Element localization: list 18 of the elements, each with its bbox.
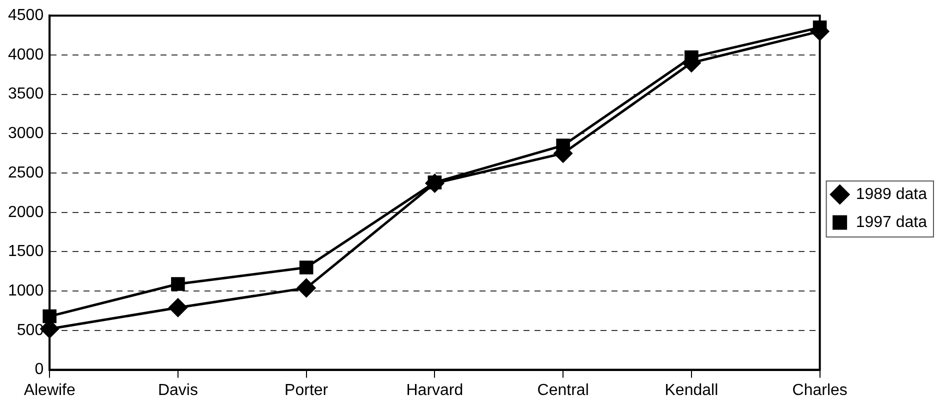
y-tick-label: 4500	[8, 7, 44, 24]
x-tick-label: Central	[537, 382, 589, 399]
x-tick-label: Porter	[284, 382, 329, 399]
x-tick-label: Kendall	[664, 382, 718, 399]
y-tick-label: 1000	[8, 282, 44, 300]
x-tick-label: Charles	[792, 382, 848, 399]
y-tick-label: 2500	[8, 164, 44, 182]
legend-label: 1989 data	[856, 186, 928, 203]
y-tick-label: 3000	[8, 125, 44, 142]
y-tick-label: 0	[34, 361, 44, 378]
x-tick-label: Harvard	[406, 382, 464, 399]
x-tick-label: Alewife	[24, 382, 76, 399]
x-tick-label: Davis	[158, 382, 198, 399]
legend-label: 1997 data	[856, 214, 928, 231]
y-tick-label: 4000	[8, 46, 44, 64]
y-tick-label: 1500	[8, 243, 44, 260]
y-tick-label: 2000	[8, 204, 44, 221]
y-tick-label: 3500	[8, 86, 44, 103]
